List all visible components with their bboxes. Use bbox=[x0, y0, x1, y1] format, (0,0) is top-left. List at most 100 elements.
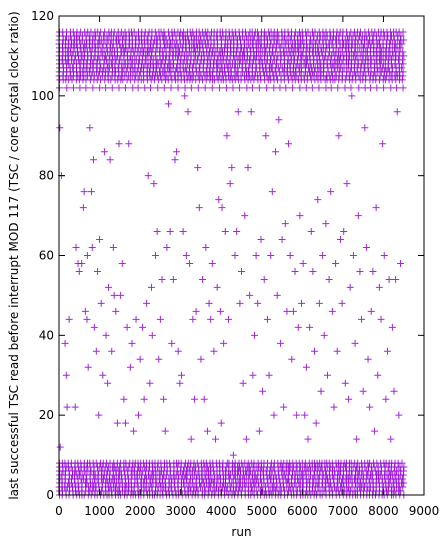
data-point bbox=[367, 307, 375, 315]
data-point bbox=[134, 411, 142, 419]
data-point bbox=[338, 299, 346, 307]
data-point bbox=[375, 283, 383, 291]
data-point bbox=[61, 339, 69, 347]
data-point bbox=[400, 479, 408, 487]
data-point bbox=[96, 236, 104, 244]
data-point bbox=[384, 347, 391, 355]
data-point bbox=[190, 395, 198, 403]
data-point bbox=[96, 84, 104, 92]
data-point bbox=[95, 411, 103, 419]
x-tick-label: 6000 bbox=[287, 504, 318, 518]
data-point bbox=[377, 315, 385, 323]
data-point bbox=[249, 371, 257, 379]
data-point bbox=[169, 275, 177, 283]
data-point bbox=[132, 315, 140, 323]
x-tick-label: 3000 bbox=[165, 504, 196, 518]
data-point bbox=[155, 355, 163, 363]
y-tick-label: 120 bbox=[31, 9, 54, 23]
data-point bbox=[150, 180, 158, 188]
data-point bbox=[398, 459, 406, 467]
x-tick-label: 4000 bbox=[206, 504, 237, 518]
data-point bbox=[83, 252, 91, 259]
data-point bbox=[398, 76, 406, 84]
data-point bbox=[259, 387, 267, 395]
data-point bbox=[229, 451, 237, 459]
data-point bbox=[304, 435, 312, 443]
y-tick-label: 40 bbox=[39, 328, 54, 342]
data-point bbox=[75, 267, 83, 275]
data-point bbox=[263, 315, 271, 323]
data-point bbox=[347, 84, 355, 92]
data-point bbox=[208, 259, 216, 267]
data-point bbox=[184, 108, 192, 116]
data-point bbox=[397, 487, 405, 495]
data-point bbox=[286, 252, 294, 259]
data-point bbox=[272, 148, 280, 156]
x-tick-label: 5000 bbox=[247, 504, 278, 518]
data-point bbox=[87, 188, 95, 196]
data-points bbox=[55, 28, 408, 499]
x-axis-label: run bbox=[231, 525, 251, 539]
data-point bbox=[393, 108, 401, 116]
data-point bbox=[399, 483, 407, 491]
data-point bbox=[200, 395, 208, 403]
data-point bbox=[195, 204, 203, 212]
data-point bbox=[194, 164, 202, 172]
y-axis-label: last successful TSC read before interrup… bbox=[7, 11, 21, 499]
data-point bbox=[379, 140, 387, 148]
x-tick-label: 2000 bbox=[125, 504, 156, 518]
data-point bbox=[146, 379, 154, 387]
data-point bbox=[174, 347, 182, 355]
data-point bbox=[369, 267, 377, 275]
data-point bbox=[244, 164, 252, 172]
data-point bbox=[187, 84, 195, 92]
data-point bbox=[322, 220, 330, 228]
data-point bbox=[393, 84, 401, 92]
data-point bbox=[161, 427, 169, 435]
data-point bbox=[278, 236, 286, 244]
data-point bbox=[325, 275, 333, 283]
data-point bbox=[177, 371, 185, 379]
data-point bbox=[399, 60, 407, 68]
axis-ticks: 0 1000 2000 3000 4000 5000 6000 7000 8000 9000 0 20… bbox=[31, 9, 439, 518]
data-point bbox=[330, 403, 338, 411]
data-point bbox=[314, 196, 322, 204]
data-point bbox=[152, 252, 160, 259]
data-point bbox=[76, 84, 84, 92]
data-point bbox=[319, 252, 327, 259]
data-point bbox=[167, 84, 175, 92]
data-point bbox=[115, 140, 123, 148]
y-tick-label: 0 bbox=[46, 488, 54, 502]
data-point bbox=[345, 395, 353, 403]
data-point bbox=[229, 84, 237, 92]
data-point bbox=[144, 172, 152, 180]
data-point bbox=[122, 419, 130, 427]
x-tick-label: 9000 bbox=[409, 504, 440, 518]
data-point bbox=[262, 132, 270, 140]
data-point bbox=[311, 347, 318, 355]
data-point bbox=[102, 331, 110, 339]
data-point bbox=[275, 116, 283, 124]
data-point bbox=[320, 331, 328, 339]
data-point bbox=[72, 244, 80, 252]
data-point bbox=[139, 323, 147, 331]
data-point bbox=[390, 387, 398, 395]
data-point bbox=[158, 275, 166, 283]
data-point bbox=[84, 363, 92, 371]
data-point bbox=[194, 84, 202, 92]
data-point bbox=[281, 220, 289, 228]
data-point bbox=[327, 188, 335, 196]
data-point bbox=[293, 411, 301, 419]
data-point bbox=[353, 435, 361, 443]
data-point bbox=[69, 84, 77, 92]
data-point bbox=[355, 84, 363, 92]
data-point bbox=[341, 84, 349, 92]
data-point bbox=[250, 331, 258, 339]
data-point bbox=[341, 379, 349, 387]
data-point bbox=[382, 395, 390, 403]
data-point bbox=[205, 299, 213, 307]
data-point bbox=[56, 124, 64, 132]
data-point bbox=[349, 252, 357, 259]
data-point bbox=[333, 347, 341, 355]
data-point bbox=[104, 379, 112, 387]
